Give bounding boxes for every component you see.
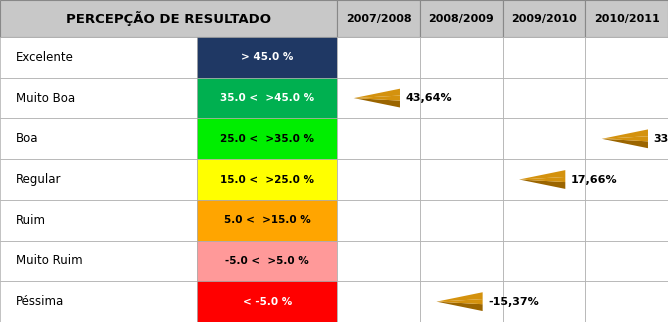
Bar: [337, 37, 420, 78]
Bar: [337, 78, 420, 118]
Bar: [337, 241, 420, 281]
Bar: [585, 118, 668, 159]
Polygon shape: [354, 98, 400, 108]
Bar: [503, 37, 585, 78]
Bar: [0, 78, 197, 118]
Text: 25.0 <  >35.0 %: 25.0 < >35.0 %: [220, 134, 314, 144]
Polygon shape: [437, 302, 483, 311]
Polygon shape: [602, 129, 648, 139]
Text: -15,37%: -15,37%: [488, 297, 538, 307]
Bar: [585, 241, 668, 281]
Polygon shape: [519, 180, 565, 189]
Bar: [420, 78, 503, 118]
Bar: [585, 200, 668, 241]
Bar: [503, 241, 585, 281]
Bar: [197, 118, 337, 159]
Text: > 45.0 %: > 45.0 %: [241, 52, 293, 62]
Polygon shape: [519, 177, 565, 182]
Bar: [197, 200, 337, 241]
Bar: [337, 281, 420, 322]
Bar: [585, 281, 668, 322]
Bar: [0, 200, 197, 241]
Bar: [197, 281, 337, 322]
Bar: [585, 37, 668, 78]
Polygon shape: [354, 89, 400, 98]
Text: 2008/2009: 2008/2009: [428, 14, 494, 24]
Text: PERCEPÇÃO DE RESULTADO: PERCEPÇÃO DE RESULTADO: [66, 11, 271, 26]
Bar: [503, 0, 585, 37]
Bar: [0, 118, 197, 159]
Polygon shape: [602, 139, 648, 148]
Bar: [503, 200, 585, 241]
Text: Muito Boa: Muito Boa: [16, 91, 75, 105]
Bar: [0, 241, 197, 281]
Text: 2007/2008: 2007/2008: [346, 14, 411, 24]
Bar: [337, 0, 420, 37]
Bar: [420, 118, 503, 159]
Bar: [0, 37, 197, 78]
Bar: [503, 118, 585, 159]
Text: Boa: Boa: [16, 132, 38, 145]
Text: -5.0 <  >5.0 %: -5.0 < >5.0 %: [225, 256, 309, 266]
Bar: [420, 281, 503, 322]
Text: 35.0 <  >45.0 %: 35.0 < >45.0 %: [220, 93, 314, 103]
Polygon shape: [437, 292, 483, 302]
Bar: [197, 241, 337, 281]
Bar: [420, 37, 503, 78]
Text: 33,12%: 33,12%: [653, 134, 668, 144]
Text: 43,64%: 43,64%: [405, 93, 452, 103]
Text: Ruim: Ruim: [16, 214, 46, 227]
Polygon shape: [354, 96, 400, 101]
Text: < -5.0 %: < -5.0 %: [242, 297, 292, 307]
Bar: [585, 78, 668, 118]
Polygon shape: [437, 299, 483, 304]
Bar: [420, 200, 503, 241]
Text: 2010/2011: 2010/2011: [594, 14, 659, 24]
Text: 2009/2010: 2009/2010: [511, 14, 577, 24]
Text: 17,66%: 17,66%: [570, 175, 617, 185]
Bar: [337, 200, 420, 241]
Text: Muito Ruim: Muito Ruim: [16, 254, 82, 268]
Text: Excelente: Excelente: [16, 51, 73, 64]
Bar: [503, 159, 585, 200]
Bar: [0, 159, 197, 200]
Bar: [420, 0, 503, 37]
Text: Péssima: Péssima: [16, 295, 64, 308]
Text: Regular: Regular: [16, 173, 61, 186]
Bar: [585, 0, 668, 37]
Bar: [0, 0, 337, 37]
Bar: [0, 281, 197, 322]
Bar: [197, 37, 337, 78]
Bar: [420, 159, 503, 200]
Bar: [503, 281, 585, 322]
Bar: [585, 159, 668, 200]
Bar: [197, 159, 337, 200]
Text: 15.0 <  >25.0 %: 15.0 < >25.0 %: [220, 175, 314, 185]
Text: 5.0 <  >15.0 %: 5.0 < >15.0 %: [224, 215, 311, 225]
Polygon shape: [602, 136, 648, 141]
Bar: [197, 78, 337, 118]
Bar: [503, 78, 585, 118]
Bar: [337, 118, 420, 159]
Bar: [420, 241, 503, 281]
Polygon shape: [519, 170, 565, 180]
Bar: [337, 159, 420, 200]
